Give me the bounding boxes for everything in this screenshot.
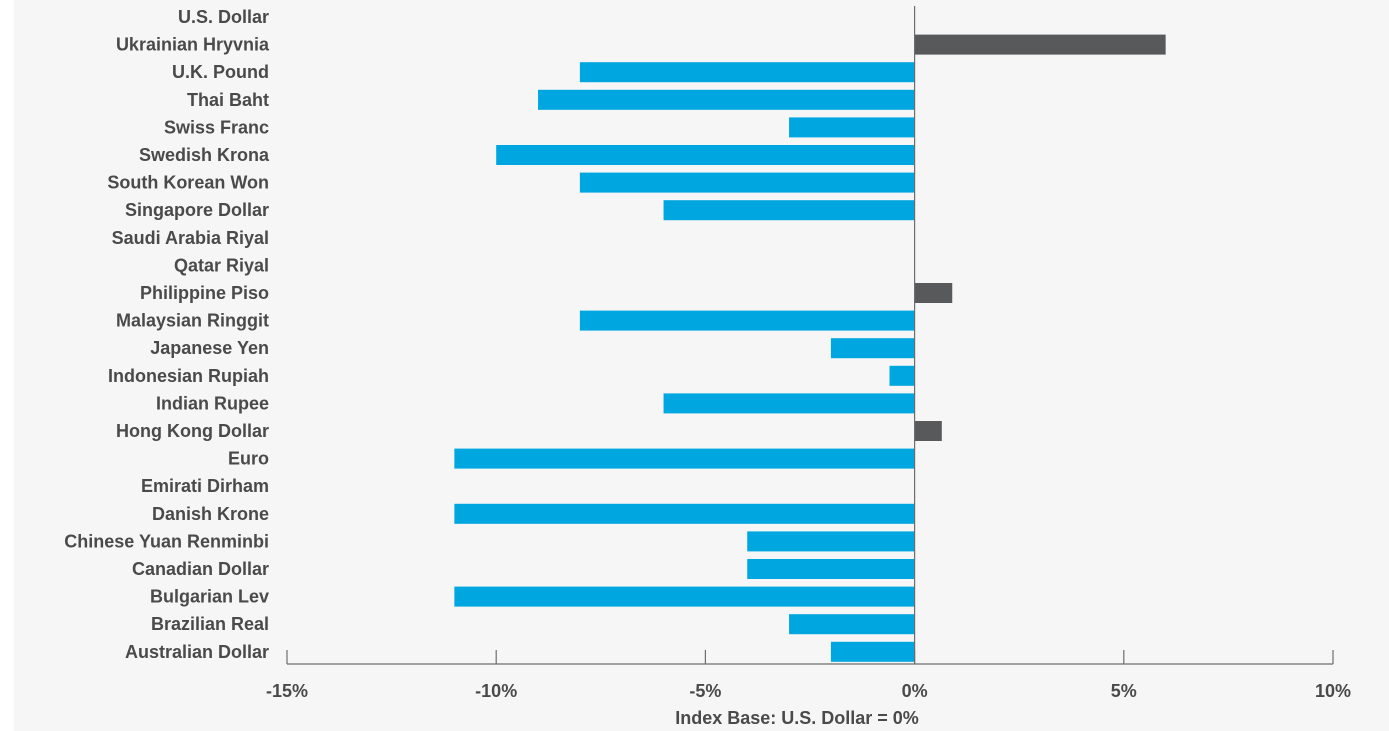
category-label-danish-krone: Danish Krone: [152, 504, 269, 524]
chart-panel: [14, 0, 1389, 731]
bar-malaysian-ringgit: [579, 310, 915, 331]
bar-japanese-yen: [830, 338, 915, 359]
category-label-emirati-dirham: Emirati Dirham: [141, 476, 269, 496]
category-label-u-s-dollar: U.S. Dollar: [178, 7, 269, 27]
category-label-euro: Euro: [228, 449, 269, 469]
x-tick-label: -15%: [266, 681, 308, 701]
x-tick-label: 10%: [1315, 681, 1351, 701]
bar-danish-krone: [454, 503, 915, 524]
category-label-u-k-pound: U.K. Pound: [172, 62, 269, 82]
category-label-swedish-krona: Swedish Krona: [139, 145, 270, 165]
category-label-philippine-piso: Philippine Piso: [140, 283, 269, 303]
category-label-malaysian-ringgit: Malaysian Ringgit: [116, 311, 269, 331]
x-tick-label: 5%: [1111, 681, 1137, 701]
category-labels: U.S. Dollar Ukrainian Hryvnia U.K. Pound Th…: [64, 7, 270, 662]
x-axis-title: Index Base: U.S. Dollar = 0%: [675, 708, 919, 728]
bar-chinese-yuan-renminbi: [747, 531, 915, 552]
category-label-swiss-franc: Swiss Franc: [164, 117, 269, 137]
bar-swiss-franc: [789, 117, 915, 138]
bar-indonesian-rupiah: [889, 365, 915, 386]
category-label-indonesian-rupiah: Indonesian Rupiah: [108, 366, 269, 386]
category-label-qatar-riyal: Qatar Riyal: [174, 255, 269, 275]
x-axis: -15% -10% -5% 0% 5% 10%: [266, 6, 1351, 701]
bar-indian-rupee: [663, 393, 915, 414]
bar-bulgarian-lev: [454, 586, 915, 607]
category-label-brazilian-real: Brazilian Real: [151, 614, 269, 634]
category-label-south-korean-won: South Korean Won: [107, 173, 269, 193]
category-label-chinese-yuan-renminbi: Chinese Yuan Renminbi: [64, 531, 269, 551]
bar-australian-dollar: [830, 641, 915, 662]
bars: [454, 34, 1166, 662]
bar-euro: [454, 448, 915, 469]
bar-thai-baht: [538, 89, 915, 110]
x-tick-label: -5%: [689, 681, 721, 701]
bar-south-korean-won: [579, 172, 915, 193]
category-label-australian-dollar: Australian Dollar: [125, 642, 269, 662]
x-tick-label: 0%: [902, 681, 928, 701]
category-label-indian-rupee: Indian Rupee: [156, 393, 269, 413]
category-label-singapore-dollar: Singapore Dollar: [125, 200, 269, 220]
bar-hong-kong-dollar: [914, 421, 942, 441]
category-label-hong-kong-dollar: Hong Kong Dollar: [116, 421, 269, 441]
category-label-ukrainian-hryvnia: Ukrainian Hryvnia: [116, 35, 270, 55]
bar-canadian-dollar: [747, 559, 915, 579]
category-label-bulgarian-lev: Bulgarian Lev: [150, 587, 269, 607]
x-tick-label: -10%: [475, 681, 517, 701]
bar-u-k-pound: [579, 62, 915, 83]
category-label-japanese-yen: Japanese Yen: [150, 338, 269, 358]
bar-philippine-piso: [914, 283, 953, 303]
category-label-saudi-arabia-riyal: Saudi Arabia Riyal: [112, 228, 269, 248]
category-label-canadian-dollar: Canadian Dollar: [132, 559, 269, 579]
bar-ukrainian-hryvnia: [914, 34, 1166, 55]
bar-singapore-dollar: [663, 200, 915, 221]
bar-brazilian-real: [789, 614, 915, 635]
category-label-thai-baht: Thai Baht: [187, 90, 269, 110]
bar-swedish-krona: [496, 145, 915, 165]
